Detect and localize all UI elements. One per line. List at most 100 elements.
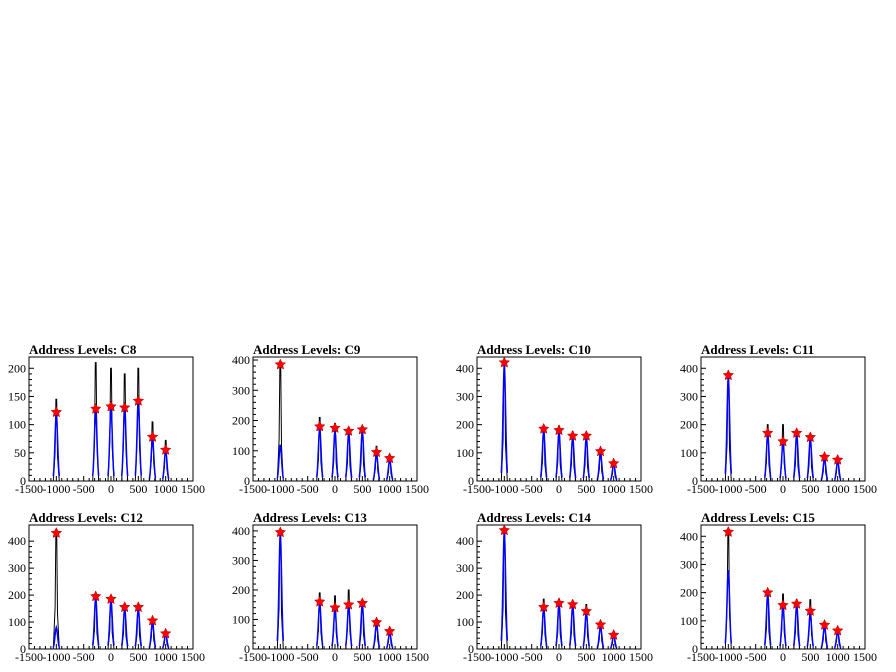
peak-3 [118, 373, 131, 482]
peak-marker [89, 590, 102, 602]
fit-curve [331, 608, 339, 647]
peak-5 [594, 618, 607, 650]
peak-1 [537, 598, 550, 650]
x-tick-label: -1500 [687, 650, 715, 664]
x-tick-label: 1500 [181, 650, 205, 664]
peak-3 [790, 426, 803, 482]
peak-1 [313, 416, 326, 482]
y-tick-label: 0 [20, 474, 26, 488]
x-tick-label: 1500 [405, 482, 429, 496]
x-tick-label: -1000 [714, 482, 742, 496]
x-tick-label: -1000 [490, 650, 518, 664]
x-tick-label: -1000 [490, 482, 518, 496]
fit-curve [134, 402, 143, 476]
peak-marker [146, 430, 159, 443]
x-tick-label: 500 [801, 482, 819, 496]
x-tick-label: 1500 [629, 482, 653, 496]
x-tick-label: 1000 [154, 650, 178, 664]
fit-curve [315, 603, 324, 646]
x-tick-label: 500 [577, 650, 595, 664]
x-tick-label: -1500 [239, 650, 267, 664]
y-tick-label: 400 [8, 534, 26, 548]
x-tick-label: 0 [108, 650, 114, 664]
fit-curve [91, 597, 100, 646]
y-tick-label: 100 [232, 444, 250, 458]
chart-panel-7: Address Levels: C15 0 100 200 300 400 -1500 -10… [680, 510, 877, 664]
peak-3 [566, 429, 579, 482]
fit-curve [820, 623, 829, 648]
x-tick-label: 1500 [405, 650, 429, 664]
y-tick-label: 200 [680, 586, 698, 600]
peak-0 [498, 356, 511, 482]
peak-4 [580, 604, 593, 650]
chart-title: Address Levels: C12 [29, 510, 143, 525]
peak-marker [498, 356, 511, 368]
peak-3 [342, 424, 355, 482]
peak-6 [383, 452, 396, 482]
peak-0 [498, 524, 511, 650]
peak-5 [146, 421, 159, 482]
x-tick-label: -500 [73, 482, 95, 496]
peak-marker [553, 424, 565, 436]
peak-4 [580, 429, 593, 482]
y-tick-label: 200 [8, 588, 26, 602]
fit-curve [276, 444, 285, 479]
chart-panel-4: Address Levels: C12 0 100 200 300 400 -1500 -10… [8, 510, 205, 664]
fit-curve [568, 437, 577, 479]
peak-0 [722, 369, 735, 482]
peak-marker [105, 592, 117, 605]
peak-marker [777, 435, 789, 447]
x-tick-label: -500 [745, 650, 767, 664]
x-tick-label: 1000 [378, 650, 402, 664]
x-tick-label: 0 [332, 482, 338, 496]
fit-curve [358, 431, 367, 478]
peak-6 [831, 624, 844, 650]
peak-marker [329, 601, 341, 613]
chart-title: Address Levels: C9 [253, 342, 361, 357]
peak-marker [50, 406, 63, 418]
x-tick-label: -1500 [15, 482, 43, 496]
peak-marker [580, 429, 593, 441]
chart-panel-5: Address Levels: C13 0 100 200 300 400 -1500 -10… [232, 510, 429, 664]
peak-3 [118, 601, 131, 650]
peak-2 [777, 593, 789, 650]
x-tick-label: -1000 [42, 650, 70, 664]
x-tick-label: 1500 [853, 482, 877, 496]
y-tick-label: 300 [680, 557, 698, 571]
peak-4 [804, 431, 817, 482]
y-tick-label: 300 [456, 561, 474, 575]
peak-marker [594, 445, 607, 457]
peak-marker [383, 625, 396, 637]
y-tick-label: 0 [468, 474, 474, 488]
peak-4 [356, 597, 369, 650]
peak-marker [607, 628, 620, 640]
x-tick-label: 500 [353, 482, 371, 496]
peak-marker [356, 423, 369, 435]
fit-curve [161, 449, 170, 479]
x-tick-label: 1000 [154, 482, 178, 496]
peak-2 [777, 424, 789, 482]
chart-panel-1: Address Levels: C9 0 100 200 300 400 -1500 -100… [232, 342, 429, 496]
fit-curve [315, 428, 324, 478]
peak-marker [498, 524, 511, 536]
x-tick-label: 1500 [629, 650, 653, 664]
y-tick-label: 400 [232, 524, 250, 538]
x-tick-label: 1000 [826, 482, 850, 496]
x-tick-label: -500 [521, 650, 543, 664]
peak-marker [50, 526, 63, 538]
y-tick-label: 100 [456, 615, 474, 629]
peak-6 [831, 453, 844, 482]
peak-5 [818, 450, 831, 482]
fit-curve [344, 432, 353, 478]
x-tick-label: -500 [297, 650, 319, 664]
chart-panel-3: Address Levels: C11 0 100 200 300 400 -1500 -10… [680, 342, 877, 496]
peak-marker [329, 421, 341, 433]
peak-2 [105, 592, 117, 650]
y-tick-label: 0 [244, 642, 250, 656]
x-tick-label: 500 [577, 482, 595, 496]
peak-marker [118, 401, 131, 413]
fit-curve [276, 533, 285, 642]
peak-marker [370, 446, 383, 458]
peak-marker [356, 597, 369, 609]
